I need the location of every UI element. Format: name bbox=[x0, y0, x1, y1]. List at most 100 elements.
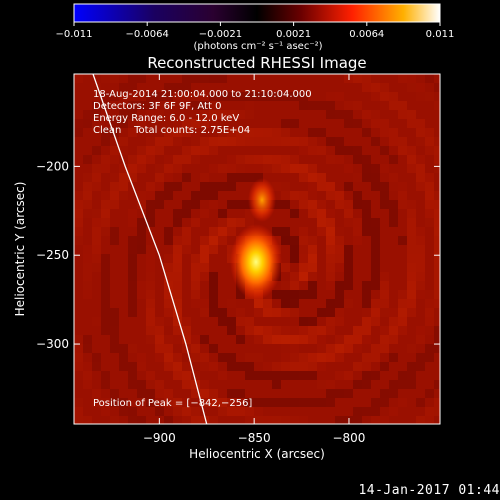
heatmap-cell bbox=[344, 299, 353, 308]
heatmap-cell bbox=[299, 173, 308, 182]
heatmap-cell bbox=[110, 200, 119, 209]
heatmap-cell bbox=[290, 326, 299, 335]
heatmap-cell bbox=[416, 335, 425, 344]
heatmap-cell-dark bbox=[128, 101, 137, 110]
heatmap-cell bbox=[146, 335, 155, 344]
heatmap-cell bbox=[407, 308, 416, 317]
heatmap-cell-dark bbox=[308, 317, 317, 326]
heatmap-cell bbox=[299, 263, 308, 272]
heatmap-cell bbox=[173, 317, 182, 326]
heatmap-cell-dark bbox=[371, 245, 380, 254]
heatmap-cell bbox=[173, 398, 182, 407]
heatmap-cell-dark bbox=[344, 110, 353, 119]
heatmap-cell-dark bbox=[299, 398, 308, 407]
heatmap-cell bbox=[344, 101, 353, 110]
heatmap-cell bbox=[434, 254, 440, 263]
annotation-energy-range: Energy Range: 6.0 - 12.0 keV bbox=[93, 113, 239, 124]
heatmap-cell-dark bbox=[290, 371, 299, 380]
heatmap-cell bbox=[101, 191, 110, 200]
heatmap-cell-dark bbox=[425, 344, 434, 353]
heatmap-cell bbox=[227, 407, 236, 416]
heatmap-cell-dark bbox=[362, 218, 371, 227]
heatmap-cell-dark bbox=[227, 353, 236, 362]
heatmap-cell-dark bbox=[344, 146, 353, 155]
heatmap-cell bbox=[317, 218, 326, 227]
heatmap-cell bbox=[407, 344, 416, 353]
heatmap-cell-dark bbox=[389, 209, 398, 218]
heatmap-cell bbox=[173, 326, 182, 335]
heatmap-cell bbox=[389, 137, 398, 146]
heatmap-cell-dark bbox=[344, 389, 353, 398]
heatmap-cell-dark bbox=[290, 398, 299, 407]
heatmap-cell-dark bbox=[362, 380, 371, 389]
heatmap-cell bbox=[146, 110, 155, 119]
secondary-source bbox=[248, 178, 276, 222]
heatmap-cell bbox=[317, 362, 326, 371]
heatmap-cell bbox=[281, 191, 290, 200]
heatmap-cell bbox=[407, 119, 416, 128]
heatmap-cell-dark bbox=[290, 92, 299, 101]
heatmap-cell bbox=[164, 317, 173, 326]
heatmap-cell bbox=[74, 416, 83, 424]
heatmap-cell bbox=[263, 326, 272, 335]
heatmap-cell bbox=[245, 353, 254, 362]
heatmap-cell bbox=[326, 245, 335, 254]
heatmap-cell bbox=[173, 299, 182, 308]
heatmap-cell-dark bbox=[299, 290, 308, 299]
heatmap-cell bbox=[164, 290, 173, 299]
heatmap-cell bbox=[74, 371, 83, 380]
heatmap-cell bbox=[83, 200, 92, 209]
heatmap-cell bbox=[434, 272, 440, 281]
heatmap-cell-dark bbox=[281, 227, 290, 236]
heatmap-cell bbox=[299, 137, 308, 146]
heatmap-cell bbox=[416, 245, 425, 254]
heatmap-cell-dark bbox=[128, 416, 137, 424]
heatmap-cell bbox=[74, 407, 83, 416]
heatmap-cell-dark bbox=[146, 398, 155, 407]
heatmap-cell bbox=[101, 155, 110, 164]
heatmap-cell bbox=[227, 110, 236, 119]
heatmap-cell bbox=[137, 353, 146, 362]
heatmap-cell bbox=[272, 182, 281, 191]
heatmap-cell bbox=[326, 272, 335, 281]
heatmap-cell bbox=[218, 407, 227, 416]
heatmap-cell-dark bbox=[326, 299, 335, 308]
y-tick-label: −300 bbox=[36, 337, 69, 351]
heatmap-cell bbox=[335, 92, 344, 101]
heatmap-cell-dark bbox=[218, 317, 227, 326]
heatmap-cell bbox=[380, 119, 389, 128]
heatmap-cell bbox=[92, 182, 101, 191]
heatmap-cell-dark bbox=[92, 362, 101, 371]
heatmap-cell-dark bbox=[434, 344, 440, 353]
heatmap-cell-dark bbox=[371, 227, 380, 236]
heatmap-cell bbox=[254, 299, 263, 308]
heatmap-cell bbox=[227, 398, 236, 407]
heatmap-cell-dark bbox=[119, 344, 128, 353]
colorbar-tick-label: 0.0021 bbox=[276, 29, 311, 40]
heatmap-cell-dark bbox=[128, 380, 137, 389]
heatmap-cell bbox=[164, 272, 173, 281]
heatmap-cell-dark bbox=[416, 362, 425, 371]
heatmap-cell bbox=[326, 344, 335, 353]
heatmap-cell bbox=[200, 146, 209, 155]
heatmap-cell bbox=[389, 92, 398, 101]
heatmap-cell bbox=[389, 407, 398, 416]
heatmap-cell bbox=[281, 308, 290, 317]
heatmap-cell-dark bbox=[371, 263, 380, 272]
heatmap-cell bbox=[353, 74, 362, 83]
heatmap-cell bbox=[182, 407, 191, 416]
heatmap-cell-dark bbox=[362, 290, 371, 299]
colorbar-unit-label: (photons cm⁻² s⁻¹ asec⁻²) bbox=[193, 41, 322, 52]
heatmap-cell bbox=[317, 173, 326, 182]
heatmap-cell-dark bbox=[110, 326, 119, 335]
heatmap-cell bbox=[137, 155, 146, 164]
heatmap-cell bbox=[245, 209, 254, 218]
heatmap-cell-dark bbox=[83, 155, 92, 164]
heatmap-cell bbox=[173, 362, 182, 371]
heatmap-cell-dark bbox=[236, 389, 245, 398]
heatmap-cell bbox=[380, 299, 389, 308]
heatmap-cell bbox=[308, 236, 317, 245]
heatmap-cell bbox=[182, 317, 191, 326]
heatmap-cell-dark bbox=[218, 74, 227, 83]
heatmap-cell bbox=[326, 227, 335, 236]
